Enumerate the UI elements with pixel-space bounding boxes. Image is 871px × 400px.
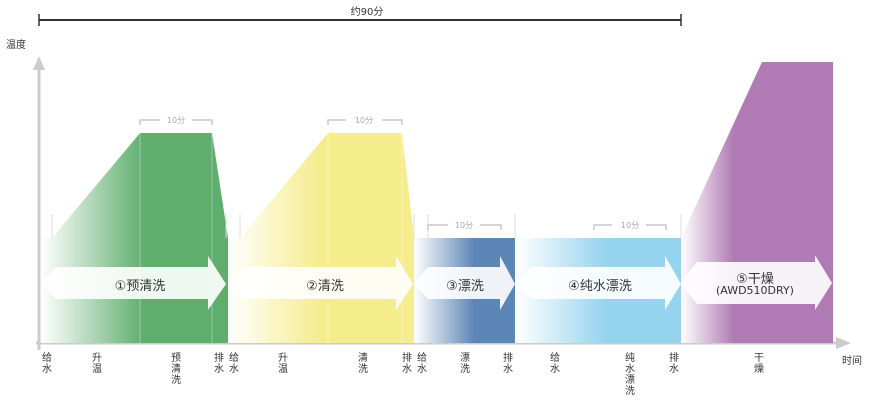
rinse-arrow: [414, 256, 515, 310]
duration-label: 10分: [620, 221, 640, 230]
step-label: 排 水: [402, 353, 412, 375]
step-label: 纯 水 漂 洗: [625, 353, 635, 397]
step-label: 给 水: [550, 353, 560, 375]
step-label: 给 水: [42, 353, 52, 375]
step-label: 排 水: [669, 353, 679, 375]
step-label: 排 水: [214, 353, 224, 375]
phase-arrows: [40, 255, 832, 310]
y-axis-label: 温度: [6, 40, 26, 51]
duration-label: 10分: [354, 116, 374, 125]
step-label: 排 水: [503, 353, 513, 375]
dry-arrow: [681, 255, 832, 310]
step-label: 给 水: [417, 353, 427, 375]
total-time-label: 约90分: [350, 7, 384, 18]
x-axis-label: 时间: [842, 356, 862, 367]
step-label: 升 温: [92, 353, 102, 375]
phase-label-prewash: ①预清洗: [114, 279, 166, 294]
phase-label-rinse: ③漂洗: [446, 279, 484, 294]
prewash-area: [41, 133, 228, 343]
pure-rinse-arrow: [515, 256, 681, 310]
step-label: 升 温: [278, 353, 288, 375]
phase-label-dry: ⑤干燥: [736, 272, 774, 287]
wash-arrow: [228, 256, 413, 310]
duration-label: 10分: [454, 221, 474, 230]
wash-area: [228, 133, 414, 343]
step-label: 干 燥: [754, 353, 764, 375]
duration-label: 10分: [166, 116, 186, 125]
step-label: 给 水: [229, 353, 239, 375]
total-time-bracket: [38, 14, 682, 26]
phase-sublabel-dry: (AWD510DRY): [716, 284, 794, 297]
prewash-arrow: [40, 256, 226, 310]
step-label: 漂 洗: [460, 353, 470, 375]
duration-brackets: [139, 119, 667, 230]
step-label: 预 清 洗: [171, 353, 181, 386]
phase-label-wash: ②清洗: [306, 279, 344, 294]
step-label: 清 洗: [358, 353, 368, 375]
phase-label-pure-rinse: ④纯水漂洗: [568, 279, 632, 294]
